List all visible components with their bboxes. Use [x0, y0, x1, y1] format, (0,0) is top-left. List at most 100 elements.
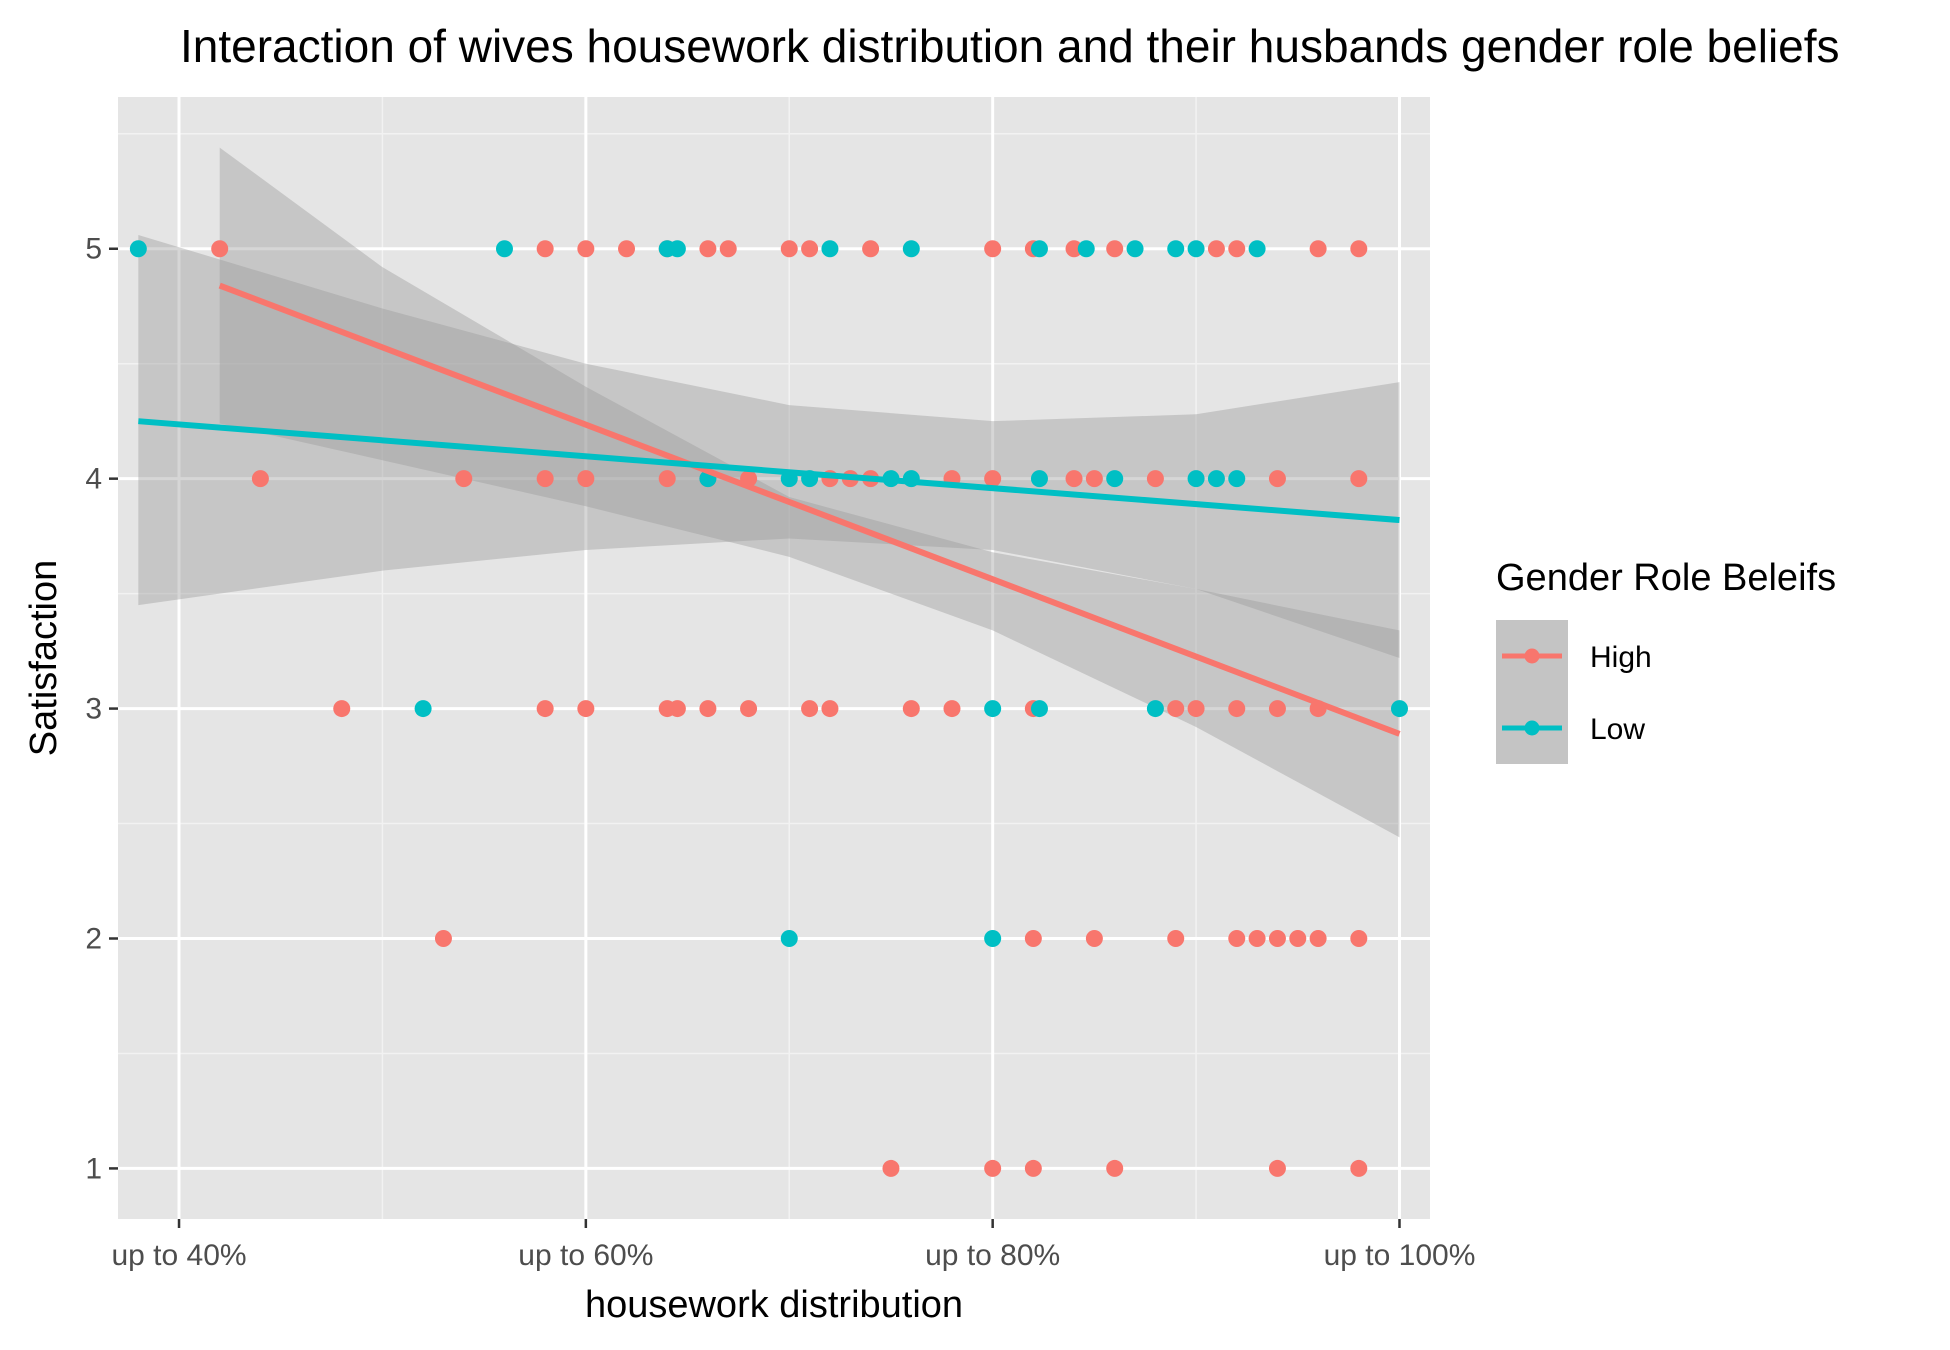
data-point-high: [1268, 470, 1286, 488]
data-point-low: [1030, 470, 1048, 488]
confidence-band-high: [219, 147, 1400, 838]
x-tick-label: up to 100%: [1324, 1239, 1476, 1272]
data-point-low: [984, 700, 1002, 718]
data-point-high: [577, 240, 595, 258]
data-point-high: [1024, 930, 1042, 947]
data-point-high: [1228, 930, 1246, 947]
x-tick-label: up to 60%: [518, 1239, 653, 1272]
y-tick-label: 3: [85, 693, 102, 726]
confidence-bands: [138, 147, 1400, 838]
confidence-band-low: [138, 234, 1400, 659]
data-point-high: [1024, 1159, 1042, 1177]
data-point-high: [1228, 240, 1246, 258]
data-points: [129, 240, 1408, 1177]
data-point-high: [333, 700, 351, 718]
data-point-high: [1065, 240, 1083, 258]
data-point-low: [821, 240, 839, 258]
data-point-high: [1268, 930, 1286, 947]
legend-label-low: Low: [1590, 713, 1645, 746]
data-point-high: [1350, 470, 1368, 488]
data-point-high: [862, 240, 880, 258]
data-point-high: [434, 930, 452, 947]
data-point-high: [699, 700, 717, 718]
data-point-high: [1065, 470, 1083, 488]
data-point-low: [1228, 470, 1246, 488]
legend-label-high: High: [1590, 641, 1652, 674]
data-point-low: [1030, 700, 1048, 718]
data-point-high: [618, 240, 636, 258]
y-tick-label: 4: [85, 463, 102, 496]
data-point-high: [1289, 930, 1307, 947]
data-point-high: [1268, 700, 1286, 718]
data-point-high: [668, 700, 686, 718]
data-point-low: [1187, 240, 1205, 258]
data-point-high: [882, 1159, 900, 1177]
chart-title: Interaction of wives housework distribut…: [180, 20, 1840, 72]
data-point-high: [1167, 930, 1185, 947]
data-point-high: [1309, 240, 1327, 258]
data-point-high: [577, 470, 595, 488]
plot-panel: [118, 97, 1430, 1219]
data-point-high: [251, 470, 269, 488]
data-point-high: [801, 240, 819, 258]
data-point-low: [1077, 240, 1095, 258]
x-axis: up to 40% up to 60% up to 80% up to 100%: [111, 1219, 1475, 1272]
data-point-high: [536, 470, 554, 488]
data-point-high: [943, 700, 961, 718]
data-point-high: [1146, 470, 1164, 488]
data-point-high: [1248, 930, 1266, 947]
data-point-low: [902, 240, 920, 258]
major-gridlines: [118, 97, 1430, 1219]
data-point-low: [780, 930, 798, 947]
data-point-high: [1187, 700, 1205, 718]
data-point-high: [577, 700, 595, 718]
data-point-high: [780, 240, 798, 258]
data-point-low: [1390, 700, 1408, 718]
legend-dot-high: [1524, 648, 1540, 664]
y-tick-label: 1: [85, 1152, 102, 1185]
data-point-high: [455, 470, 473, 488]
data-point-high: [902, 700, 920, 718]
data-point-low: [1030, 240, 1048, 258]
y-axis-title: Satisfaction: [23, 560, 65, 756]
data-point-high: [740, 700, 758, 718]
data-point-high: [658, 470, 676, 488]
x-tick-label: up to 40%: [111, 1239, 246, 1272]
data-point-high: [984, 470, 1002, 488]
y-tick-label: 2: [85, 923, 102, 956]
data-point-high: [1085, 930, 1103, 947]
legend-dot-low: [1524, 720, 1540, 736]
data-point-low: [1167, 240, 1185, 258]
data-point-low: [1106, 470, 1124, 488]
data-point-high: [1350, 930, 1368, 947]
data-point-low: [1207, 470, 1225, 488]
data-point-low: [1187, 470, 1205, 488]
data-point-low: [1126, 240, 1144, 258]
data-point-low: [1146, 700, 1164, 718]
data-point-high: [1207, 240, 1225, 258]
data-point-low: [668, 240, 686, 258]
x-axis-title: housework distribution: [585, 1284, 963, 1326]
y-axis: 1 2 3 4 5: [85, 233, 118, 1185]
data-point-high: [1106, 240, 1124, 258]
data-point-high: [536, 700, 554, 718]
data-point-high: [1309, 930, 1327, 947]
data-point-high: [984, 240, 1002, 258]
data-point-high: [821, 700, 839, 718]
data-point-high: [699, 240, 717, 258]
data-point-high: [1106, 1159, 1124, 1177]
trend-line-high: [218, 282, 1401, 737]
data-point-high: [1268, 1159, 1286, 1177]
data-point-high: [719, 240, 737, 258]
data-point-high: [1350, 1159, 1368, 1177]
data-point-high: [801, 700, 819, 718]
data-point-high: [1228, 700, 1246, 718]
x-tick-label: up to 80%: [925, 1239, 1060, 1272]
data-point-low: [414, 700, 432, 718]
data-point-low: [495, 240, 513, 258]
legend: Gender Role Beleifs High Low: [1496, 557, 1836, 764]
data-point-high: [1167, 700, 1185, 718]
data-point-high: [984, 1159, 1002, 1177]
data-point-low: [1248, 240, 1266, 258]
